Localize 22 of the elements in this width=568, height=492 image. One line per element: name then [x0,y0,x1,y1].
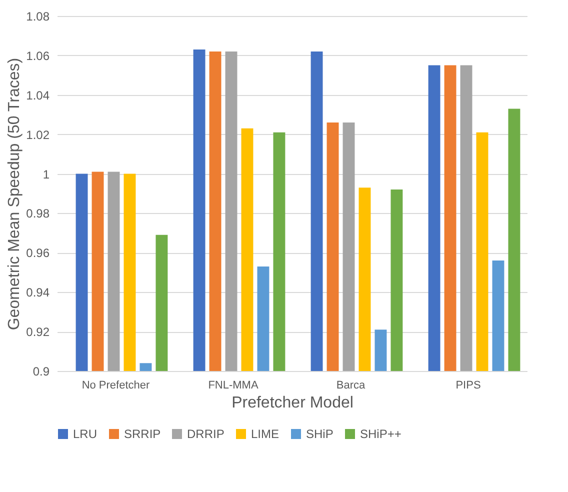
y-tick-label: 1.04 [26,88,50,102]
x-tick-label: No Prefetcher [82,380,150,392]
x-tick-label: Barca [336,380,366,392]
y-axis-title: Geometric Mean Speedup (50 Traces) [6,58,24,330]
legend-label: SHiP [306,427,334,441]
x-tick-label: FNL-MMA [208,380,259,392]
x-axis-title: Prefetcher Model [232,394,354,412]
legend-label: LRU [73,427,98,441]
y-tick-label: 0.9 [32,364,50,378]
y-tick-label: 0.98 [26,206,50,221]
legend-label: SRRIP [124,427,161,441]
y-tick-label: 1.02 [26,128,50,142]
y-tick-label: 0.92 [26,325,50,340]
y-tick-label: 0.94 [26,286,50,300]
legend-label: DRRIP [187,427,224,441]
y-tick-label: 1.08 [26,10,50,24]
y-tick-label: 1.06 [26,48,50,63]
legend-label: LIME [251,427,280,441]
legend-label: SHiP++ [360,427,402,441]
y-tick-label: 1 [42,167,50,182]
x-tick-label: PIPS [456,380,481,392]
y-tick-label: 0.96 [26,246,50,260]
